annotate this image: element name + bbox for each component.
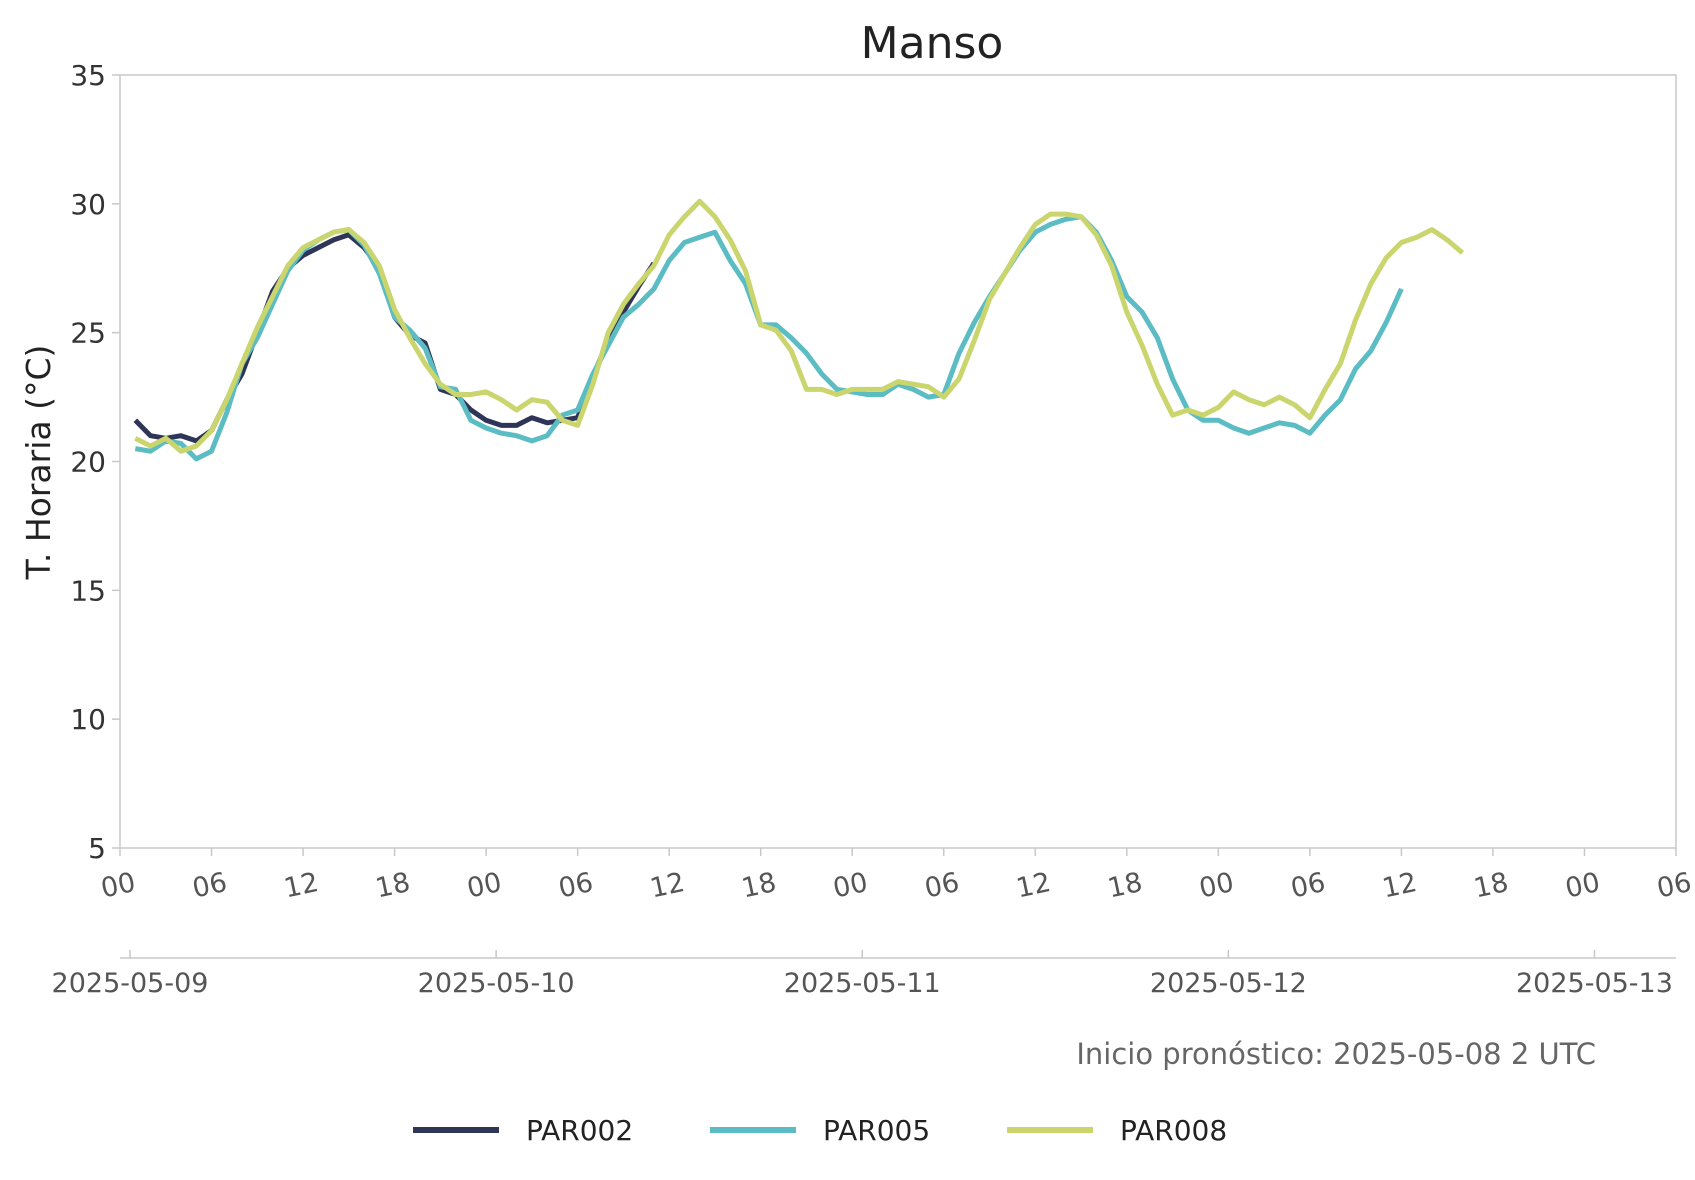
legend-label: PAR008 [1120, 1114, 1227, 1147]
x-tick-label: 12 [281, 867, 321, 904]
date-tick-label: 2025-05-11 [784, 968, 941, 999]
plot-frame [119, 74, 1677, 849]
chart-title: Manso [861, 18, 1004, 69]
y-tick-label: 25 [70, 317, 106, 350]
legend-label: PAR002 [526, 1114, 633, 1147]
x-tick-label: 00 [830, 867, 870, 904]
x-tick-label: 06 [1288, 867, 1328, 904]
legend-item-par008: PAR008 [1007, 1114, 1227, 1147]
legend-item-par005: PAR005 [710, 1114, 930, 1147]
legend-label: PAR005 [823, 1114, 930, 1147]
y-tick-label: 30 [70, 188, 106, 221]
x-tick-label: 00 [464, 867, 504, 904]
y-tick-label: 20 [70, 446, 106, 479]
x-tick-label: 00 [98, 867, 138, 904]
x-tick-label: 06 [922, 867, 962, 904]
x-tick-label: 18 [739, 867, 779, 904]
x-tick-label: 18 [373, 867, 413, 904]
x-tick-label: 06 [556, 867, 596, 904]
forecast-start-note: Inicio pronóstico: 2025-05-08 2 UTC [1076, 1037, 1596, 1071]
x-tick-label: 12 [1013, 867, 1053, 904]
legend-item-par002: PAR002 [413, 1114, 633, 1147]
y-tick-label: 15 [70, 574, 106, 607]
x-axis: 00 06 12 18 00 06 12 18 00 06 12 18 00 06 12 18 00 06 [98, 848, 1694, 904]
date-tick-label: 2025-05-13 [1516, 968, 1673, 999]
y-axis: 5 10 15 20 25 30 35 [70, 59, 120, 865]
x-tick-label: 18 [1471, 867, 1511, 904]
x-tick-label: 12 [1380, 867, 1420, 904]
y-tick-label: 10 [70, 703, 106, 736]
x-tick-label: 06 [1654, 867, 1694, 904]
series-line-par008 [134, 198, 1465, 454]
x-tick-label: 06 [190, 867, 230, 904]
date-axis: 2025-05-09 2025-05-10 2025-05-11 2025-05-12… [52, 950, 1673, 999]
date-tick-label: 2025-05-12 [1150, 968, 1307, 999]
y-axis-label: T. Horaria (°C) [19, 345, 58, 581]
date-tick-label: 2025-05-10 [418, 968, 575, 999]
y-tick-label: 35 [70, 59, 106, 92]
y-tick-label: 5 [88, 832, 106, 865]
series-layer [133, 198, 1465, 462]
date-tick-label: 2025-05-09 [52, 968, 209, 999]
x-tick-label: 12 [647, 867, 687, 904]
x-tick-label: 00 [1563, 867, 1603, 904]
x-tick-label: 18 [1105, 867, 1145, 904]
legend: PAR002 PAR005 PAR008 [413, 1114, 1227, 1147]
series-line-par005 [134, 214, 1404, 462]
x-tick-label: 00 [1197, 867, 1237, 904]
